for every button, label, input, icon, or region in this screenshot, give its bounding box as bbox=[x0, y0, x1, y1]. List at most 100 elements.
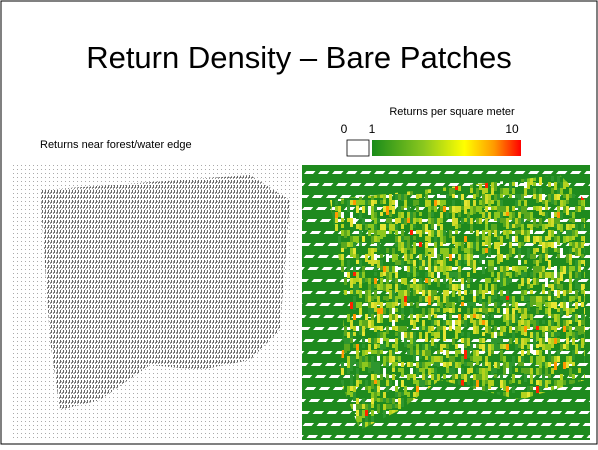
density-cell bbox=[449, 362, 452, 366]
density-cell bbox=[494, 344, 497, 350]
density-cell bbox=[491, 314, 494, 318]
density-cell bbox=[518, 218, 521, 227]
density-cell bbox=[581, 236, 584, 241]
density-cell bbox=[572, 266, 575, 271]
density-cell bbox=[485, 344, 488, 352]
density-cell bbox=[404, 326, 407, 331]
density-cell bbox=[494, 242, 497, 249]
density-cell bbox=[365, 320, 368, 328]
density-cell bbox=[500, 236, 503, 245]
density-cell bbox=[527, 284, 530, 289]
density-cell bbox=[353, 248, 356, 254]
density-cell bbox=[371, 236, 374, 244]
density-cell bbox=[359, 404, 362, 409]
density-cell bbox=[557, 308, 560, 312]
density-cell bbox=[524, 266, 527, 273]
density-cell bbox=[380, 194, 383, 198]
density-cell bbox=[431, 308, 434, 315]
density-cell bbox=[569, 242, 572, 246]
density-cell bbox=[353, 218, 356, 224]
density-cell bbox=[548, 242, 551, 247]
density-cell bbox=[521, 362, 524, 366]
density-cell bbox=[569, 320, 572, 324]
density-cell bbox=[533, 332, 536, 339]
density-cell bbox=[491, 332, 494, 339]
density-cell bbox=[551, 314, 554, 318]
density-cell bbox=[452, 200, 455, 207]
density-cell bbox=[401, 380, 404, 387]
density-cell bbox=[395, 260, 398, 265]
density-cell bbox=[359, 242, 362, 246]
density-cell bbox=[470, 218, 473, 224]
density-cell bbox=[578, 200, 581, 205]
density-cell bbox=[548, 320, 551, 326]
density-cell bbox=[497, 266, 500, 270]
density-cell bbox=[350, 380, 353, 387]
density-cell bbox=[464, 320, 467, 327]
density-cell bbox=[503, 272, 506, 278]
density-cell bbox=[389, 272, 392, 280]
density-cell bbox=[362, 350, 365, 356]
density-cell bbox=[350, 200, 353, 205]
density-cell bbox=[542, 326, 545, 332]
density-cell bbox=[488, 200, 491, 207]
density-cell bbox=[578, 260, 581, 267]
density-cell bbox=[470, 302, 473, 306]
density-cell bbox=[452, 212, 455, 219]
density-cell bbox=[485, 200, 488, 204]
density-cell bbox=[359, 290, 362, 298]
density-cell bbox=[533, 278, 536, 285]
density-cell bbox=[434, 308, 437, 312]
density-cell bbox=[518, 380, 521, 384]
density-cell bbox=[368, 206, 371, 215]
density-cell bbox=[536, 266, 539, 273]
density-cell bbox=[485, 236, 488, 245]
density-cell bbox=[527, 338, 530, 342]
density-cell bbox=[449, 308, 452, 313]
density-cell bbox=[494, 290, 497, 299]
density-cell bbox=[548, 308, 551, 316]
density-cell bbox=[356, 206, 359, 213]
density-cell bbox=[470, 242, 473, 248]
density-cell bbox=[380, 254, 383, 258]
density-cell bbox=[425, 272, 428, 277]
density-cell bbox=[347, 356, 350, 363]
density-cell bbox=[413, 392, 416, 397]
density-cell bbox=[524, 368, 527, 374]
density-cell bbox=[380, 338, 383, 345]
density-cell bbox=[341, 224, 344, 228]
density-cell bbox=[371, 296, 374, 301]
density-cell bbox=[449, 302, 452, 307]
density-cell bbox=[383, 344, 386, 349]
density-cell bbox=[374, 368, 377, 374]
density-cell bbox=[347, 206, 350, 212]
density-cell bbox=[554, 314, 557, 322]
density-cell bbox=[449, 206, 452, 213]
density-cell bbox=[422, 380, 425, 387]
density-cell bbox=[485, 380, 488, 384]
density-cell bbox=[389, 212, 392, 217]
density-cell bbox=[551, 230, 554, 237]
density-cell bbox=[500, 344, 503, 349]
density-cell bbox=[428, 278, 431, 285]
density-cell bbox=[440, 266, 443, 272]
density-cell bbox=[407, 350, 410, 355]
density-cell bbox=[581, 224, 584, 231]
density-cell bbox=[476, 188, 479, 197]
density-cell bbox=[419, 332, 422, 339]
density-cell bbox=[518, 362, 521, 366]
density-cell bbox=[491, 320, 494, 325]
density-cell bbox=[512, 266, 515, 271]
density-cell bbox=[425, 278, 428, 283]
density-cell bbox=[557, 290, 560, 298]
density-cell bbox=[335, 206, 338, 211]
density-cell bbox=[377, 368, 380, 375]
density-cell bbox=[401, 392, 404, 396]
density-cell bbox=[452, 338, 455, 345]
density-cell bbox=[572, 296, 575, 301]
density-cell bbox=[443, 260, 446, 266]
density-cell bbox=[572, 248, 575, 252]
density-cell bbox=[551, 212, 554, 219]
density-cell bbox=[467, 308, 470, 315]
density-cell bbox=[530, 290, 533, 294]
